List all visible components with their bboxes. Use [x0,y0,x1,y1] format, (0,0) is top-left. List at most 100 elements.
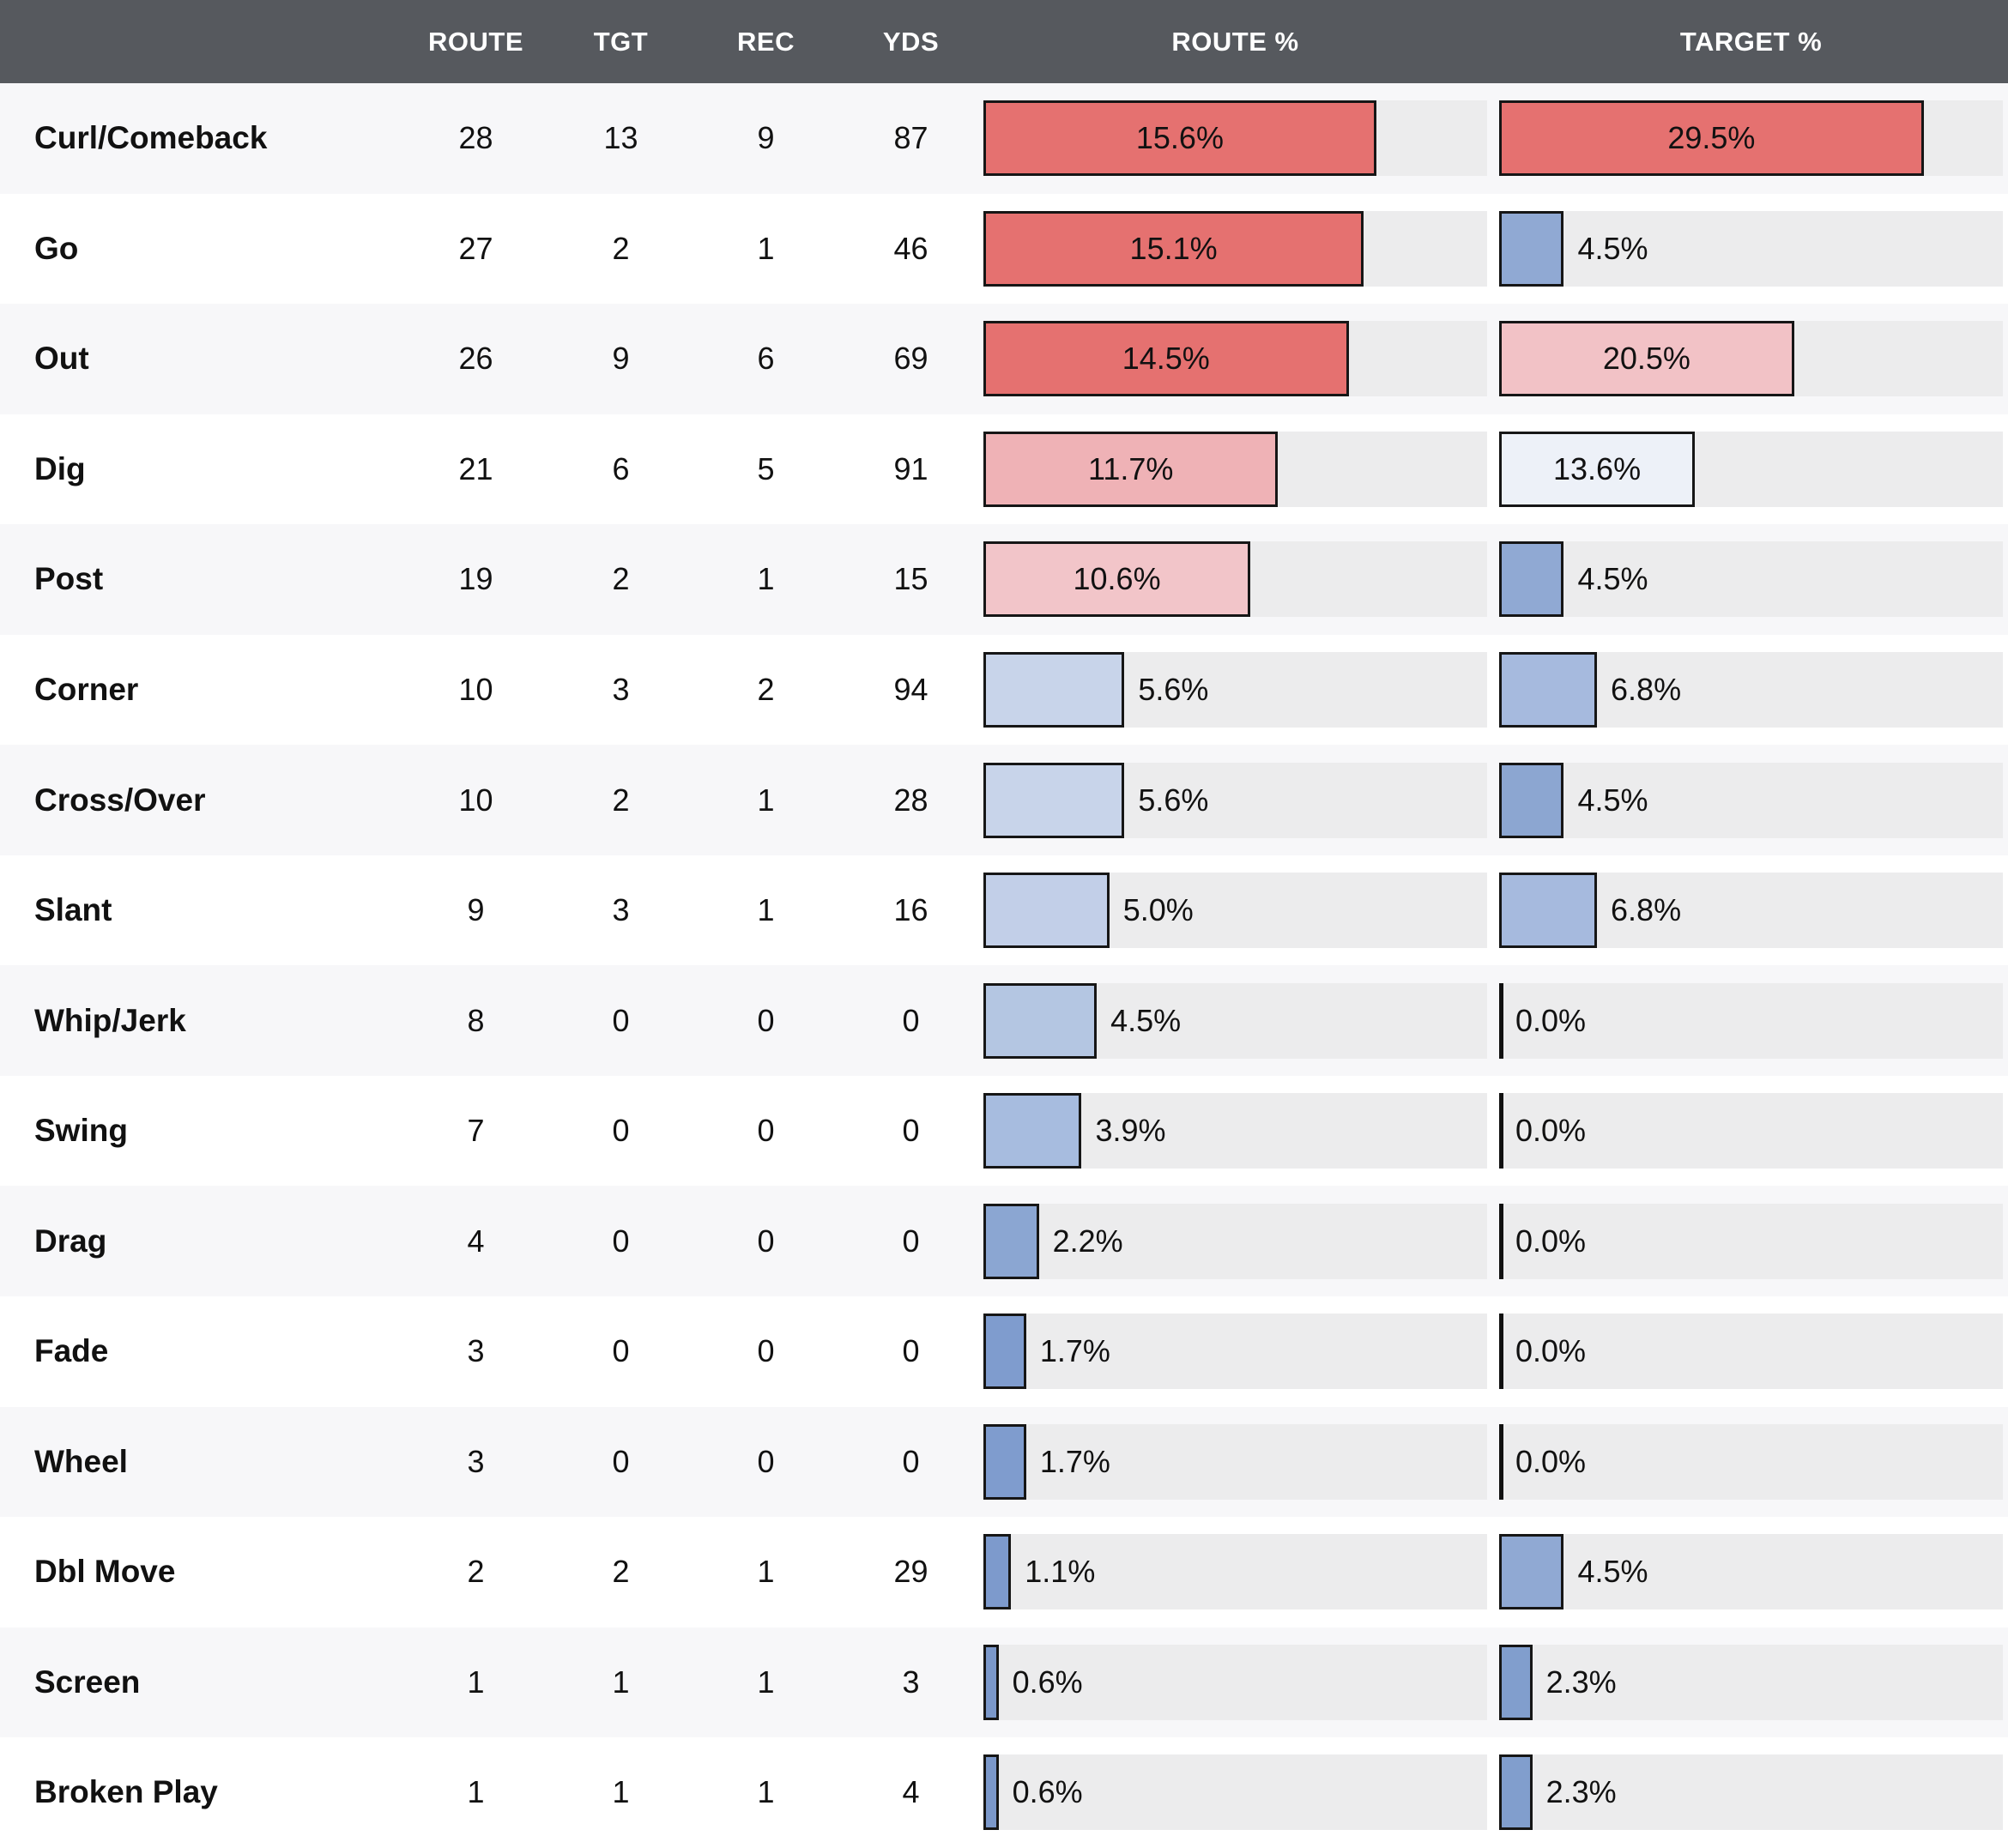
tgt-value: 2 [612,230,630,266]
route-pct-cell: 1.7% [983,1314,1499,1390]
route-name: Drag [34,1223,107,1259]
routes-value: 19 [458,561,493,597]
table-row: Fade 3 0 0 0 1.7% 0.0% [0,1296,2008,1407]
route-pct-cell: 1.1% [983,1534,1499,1610]
route-pct-bar [983,982,1098,1059]
target-pct-label: 4.5% [1577,782,1648,818]
route-pct-track: 1.1% [983,1534,1487,1610]
target-pct-label: 6.8% [1611,892,1682,928]
table-row: Whip/Jerk 8 0 0 0 4.5% 0.0% [0,965,2008,1076]
yds-value: 0 [902,1443,920,1479]
target-pct-bar [1499,762,1564,838]
table-header-row: ROUTE TGT REC YDS ROUTE % TARGET % [0,0,2008,83]
yds-value: 87 [893,120,928,156]
rec-value: 1 [757,1774,775,1810]
routes-value: 10 [458,782,493,818]
route-name: Fade [34,1333,109,1369]
route-pct-cell: 5.0% [983,873,1499,949]
route-pct-cell: 10.6% [983,541,1499,618]
rec-value: 0 [757,1333,775,1369]
yds-value: 15 [893,561,928,597]
route-pct-bar [983,1644,999,1720]
route-pct-label: 4.5% [1110,1002,1182,1038]
route-name: Slant [34,892,112,928]
route-pct-cell: 15.6% [983,100,1499,177]
rec-value: 0 [757,1443,775,1479]
route-pct-bar: 14.5% [983,321,1349,397]
rec-value: 5 [757,450,775,486]
yds-value: 94 [893,672,928,707]
tgt-value: 3 [612,892,630,928]
route-pct-label: 2.2% [1052,1223,1123,1259]
yds-value: 28 [893,782,928,818]
route-pct-bar [983,652,1125,728]
target-pct-label: 2.3% [1545,1664,1617,1700]
target-pct-track: 20.5% [1499,321,2003,397]
route-pct-cell: 0.6% [983,1644,1499,1720]
target-pct-label: 4.5% [1577,1554,1648,1590]
route-pct-track: 5.0% [983,873,1487,949]
route-name: Dbl Move [34,1554,176,1590]
tgt-value: 13 [603,120,638,156]
target-pct-label: 4.5% [1577,561,1648,597]
routes-value: 3 [467,1443,485,1479]
target-pct-track: 4.5% [1499,541,2003,618]
yds-value: 0 [902,1223,920,1259]
route-pct-cell: 14.5% [983,321,1499,397]
route-pct-label: 14.5% [1122,341,1210,377]
tgt-value: 3 [612,672,630,707]
target-pct-label: 0.0% [1515,1443,1587,1479]
target-pct-cell: 4.5% [1499,1534,2008,1610]
route-pct-bar [983,1754,999,1831]
target-pct-label: 0.0% [1515,1113,1587,1149]
table-row: Post 19 2 1 15 10.6% 4.5% [0,524,2008,635]
target-pct-cell: 0.0% [1499,1314,2008,1390]
target-pct-zero-tick [1499,1203,1503,1279]
tgt-value: 6 [612,450,630,486]
target-pct-label: 20.5% [1602,341,1690,377]
route-pct-label: 10.6% [1073,561,1161,597]
table-row: Drag 4 0 0 0 2.2% 0.0% [0,1186,2008,1297]
table-row: Go 27 2 1 46 15.1% 4.5% [0,193,2008,305]
table-row: Corner 10 3 2 94 5.6% 6.8% [0,634,2008,746]
target-pct-label: 0.0% [1515,1333,1587,1369]
routes-value: 4 [467,1223,485,1259]
route-pct-cell: 2.2% [983,1203,1499,1279]
route-pct-track: 15.6% [983,100,1487,177]
target-pct-cell: 13.6% [1499,431,2008,507]
rec-value: 0 [757,1002,775,1038]
rec-value: 1 [757,230,775,266]
yds-value: 4 [902,1774,920,1810]
route-pct-track: 11.7% [983,431,1487,507]
route-pct-track: 14.5% [983,321,1487,397]
target-pct-track: 6.8% [1499,873,2003,949]
target-pct-cell: 20.5% [1499,321,2008,397]
routes-value: 28 [458,120,493,156]
target-pct-bar: 29.5% [1499,100,1924,177]
routes-value: 2 [467,1554,485,1590]
yds-value: 0 [902,1002,920,1038]
target-pct-track: 0.0% [1499,1093,2003,1169]
route-name: Curl/Comeback [34,120,268,156]
target-pct-cell: 6.8% [1499,652,2008,728]
target-pct-bar: 13.6% [1499,431,1696,507]
tgt-value: 0 [612,1113,630,1149]
header-cell-rec: REC [737,26,795,57]
routes-value: 21 [458,450,493,486]
tgt-value: 1 [612,1664,630,1700]
yds-value: 91 [893,450,928,486]
target-pct-cell: 4.5% [1499,210,2008,287]
tgt-value: 0 [612,1002,630,1038]
route-pct-bar [983,1093,1082,1169]
route-pct-label: 5.0% [1122,892,1194,928]
target-pct-cell: 4.5% [1499,541,2008,618]
header-cell-target-pct: TARGET % [1679,26,1823,57]
route-pct-track: 1.7% [983,1314,1487,1390]
route-pct-label: 1.7% [1039,1443,1110,1479]
target-pct-label: 0.0% [1515,1002,1587,1038]
target-pct-bar [1499,652,1598,728]
routes-value: 9 [467,892,485,928]
routes-value: 3 [467,1333,485,1369]
yds-value: 16 [893,892,928,928]
yds-value: 3 [902,1664,920,1700]
